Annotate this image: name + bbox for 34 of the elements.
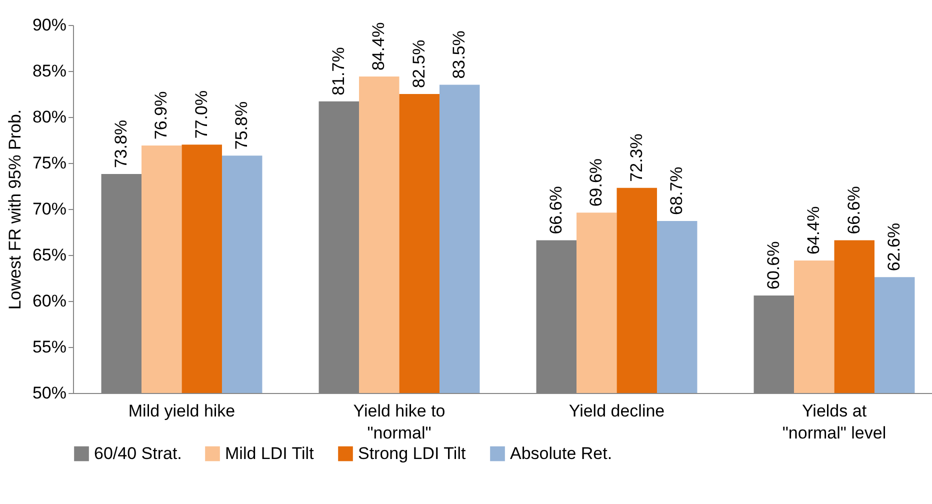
y-tick-label: 80% — [32, 108, 66, 126]
data-label: 64.4% — [804, 206, 824, 255]
y-tick-label: 70% — [32, 200, 66, 218]
y-tick-label: 60% — [32, 292, 66, 310]
y-tick-label: 75% — [32, 154, 66, 172]
y-tick-label: 65% — [32, 246, 66, 264]
data-label: 66.6% — [844, 186, 864, 234]
data-label: 62.6% — [884, 222, 904, 272]
x-tick-label: Yield hike to "normal" — [353, 402, 446, 442]
legend-label: Absolute Ret. — [510, 444, 612, 463]
x-tick-label: Yields at "normal" level — [782, 402, 886, 442]
y-tick-label: 85% — [32, 62, 66, 80]
legend-label: 60/40 Strat. — [94, 444, 182, 463]
data-label: 82.5% — [409, 40, 428, 88]
x-tick-label: Mild yield hike — [128, 402, 236, 420]
data-label: 84.4% — [369, 22, 388, 71]
y-tick-label: 55% — [32, 338, 66, 356]
data-label: 73.8% — [111, 120, 130, 168]
legend-label: Strong LDI Tilt — [358, 444, 466, 463]
data-label: 60.6% — [764, 241, 783, 290]
data-label: 75.8% — [232, 101, 252, 150]
data-label: 77.0% — [192, 90, 211, 139]
data-label: 81.7% — [328, 47, 348, 96]
data-label: 68.7% — [667, 166, 686, 215]
data-label: 76.9% — [152, 91, 171, 140]
data-label: 83.5% — [450, 30, 469, 79]
legend-label: Mild LDI Tilt — [225, 444, 314, 463]
y-tick-label: 50% — [32, 384, 66, 402]
data-label: 66.6% — [546, 186, 566, 234]
data-label: 69.6% — [586, 158, 606, 207]
x-tick-label: Yield decline — [568, 402, 665, 420]
y-tick-label: 90% — [32, 16, 66, 34]
y-axis-title: Lowest FR with 95% Prob. — [5, 109, 24, 310]
data-label: 72.3% — [626, 134, 646, 182]
